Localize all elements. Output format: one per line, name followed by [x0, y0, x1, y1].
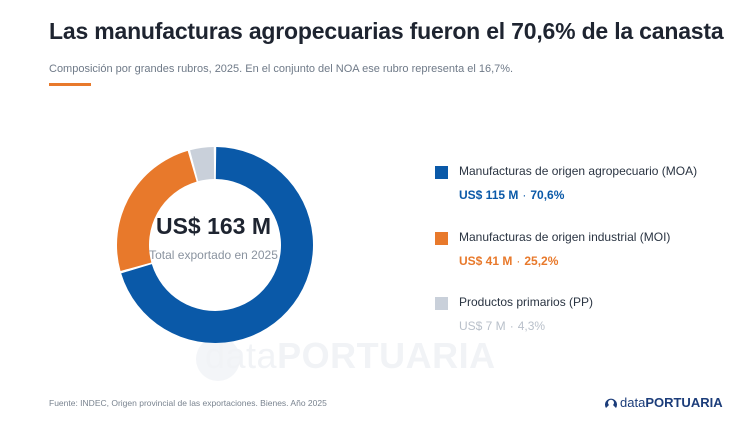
watermark-logo-icon [196, 337, 240, 381]
legend-swatch-pp [435, 297, 448, 310]
legend-value-moi: US$ 41 M · 25,2% [459, 254, 559, 268]
donut-center-label: Total exportado en 2025 [149, 248, 278, 262]
page-title: Las manufacturas agropecuarias fueron el… [49, 18, 724, 44]
legend-swatch-moa [435, 166, 448, 179]
legend-value-pp: US$ 7 M · 4,3% [459, 319, 546, 333]
title-accent-line [49, 83, 91, 86]
source-note: Fuente: INDEC, Origen provincial de las … [49, 398, 327, 408]
brand-logo-icon [605, 398, 617, 408]
legend-swatch-moi [435, 232, 448, 245]
donut-slice-1 [117, 150, 197, 271]
donut-center-value: US$ 163 M [155, 213, 272, 239]
brand-logo: dataPORTUARIA [604, 395, 723, 411]
donut-slice-0 [121, 147, 313, 343]
legend-value-moa: US$ 115 M · 70,6% [459, 188, 565, 202]
donut-slice-2 [190, 147, 215, 182]
donut-chart [117, 147, 313, 343]
page-subtitle: Composición por grandes rubros, 2025. En… [49, 63, 514, 75]
legend-label-moa: Manufacturas de origen agropecuario (MOA… [459, 164, 698, 178]
legend-label-pp: Productos primarios (PP) [459, 295, 594, 309]
legend-label-moi: Manufacturas de origen industrial (MOI) [459, 230, 671, 244]
